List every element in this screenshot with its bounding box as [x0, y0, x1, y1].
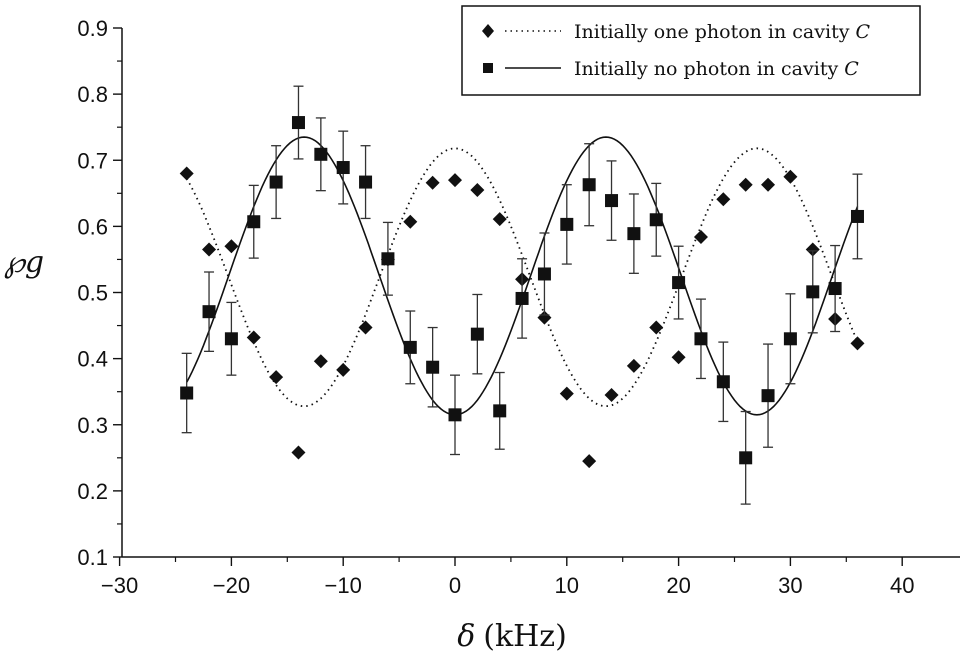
legend-box — [461, 5, 921, 96]
diamond-point — [671, 350, 686, 365]
diamond-point — [448, 173, 462, 188]
x-tick-label: −20 — [213, 573, 250, 598]
y-tick-label: 0.6 — [77, 214, 108, 239]
diamond-point — [470, 183, 485, 198]
diamond-point — [492, 212, 507, 227]
y-axis-label: ℘g — [4, 245, 44, 280]
square-point — [716, 375, 730, 389]
y-tick-label: 0.2 — [77, 479, 108, 504]
square-point — [828, 282, 842, 296]
square-point — [426, 360, 440, 374]
y-tick-label: 0.8 — [77, 82, 108, 107]
diamond-point — [336, 362, 351, 377]
y-tick-label: 0.5 — [77, 281, 108, 306]
square-point — [202, 305, 216, 319]
square-point — [560, 217, 574, 231]
legend-entry-no-photon: Initially no photon in cavity C — [483, 58, 859, 80]
diamond-point — [313, 354, 328, 369]
diamond-point — [604, 387, 619, 402]
diamond-point — [738, 177, 753, 192]
diamond-point — [269, 370, 284, 385]
diamond-point — [626, 358, 641, 373]
x-tick-label: 20 — [666, 573, 690, 598]
diamond-point — [202, 242, 217, 257]
square-point — [627, 227, 641, 241]
square-point — [180, 386, 194, 400]
y-tick-label: 0.3 — [77, 413, 108, 438]
square-point — [694, 332, 708, 346]
square-point — [605, 194, 619, 208]
square-point — [783, 332, 797, 346]
square-point — [739, 451, 753, 465]
y-tick-label: 0.7 — [77, 148, 108, 173]
square-point — [649, 213, 663, 227]
square-point — [247, 215, 261, 229]
square-point — [448, 408, 462, 422]
diamond-point — [716, 192, 731, 207]
square-point — [672, 276, 686, 290]
y-tick-label: 0.9 — [77, 16, 108, 41]
square-point — [806, 285, 820, 299]
diamond-point — [224, 239, 239, 254]
square-point — [314, 147, 328, 161]
square-point — [381, 252, 395, 266]
axes: −30 −20 −10 0 10 20 30 40 0.1 0.2 0.3 0.4 0.5 0.6 0.7 0… — [77, 16, 960, 598]
square-point — [761, 389, 775, 403]
square-point — [336, 161, 350, 175]
square-point — [359, 175, 373, 189]
y-tick-label: 0.4 — [77, 347, 108, 372]
diamond-point — [537, 310, 552, 325]
data-markers — [179, 85, 865, 505]
legend-entry-one-photon: Initially one photon in cavity C — [482, 21, 870, 43]
square-point — [291, 116, 305, 130]
square-point — [470, 327, 484, 341]
diamond-point — [805, 242, 820, 257]
x-tick-label: −10 — [325, 573, 362, 598]
square-point — [493, 404, 507, 418]
diamond-point — [850, 336, 865, 351]
legend: Initially one photon in cavity C Initial… — [461, 5, 921, 96]
x-tick-label: 40 — [890, 573, 914, 598]
square-point — [582, 178, 596, 192]
diamond-point — [246, 330, 261, 345]
x-tick-label: 30 — [778, 573, 802, 598]
x-tick-label: −30 — [101, 573, 138, 598]
diamond-point — [425, 175, 440, 190]
legend-diamond-marker — [482, 24, 494, 38]
diamond-point — [693, 229, 708, 244]
diamond-point — [649, 320, 664, 335]
diamond-point — [783, 169, 798, 184]
diamond-point — [179, 166, 194, 181]
diamond-point — [582, 454, 597, 469]
square-point — [537, 267, 551, 281]
legend-label-one-photon: Initially one photon in cavity C — [574, 21, 870, 43]
square-point — [224, 332, 238, 346]
square-point — [850, 209, 864, 223]
diamond-point — [358, 320, 373, 335]
y-tick-label: 0.1 — [77, 545, 108, 570]
diamond-point — [403, 214, 418, 229]
diamond-point — [291, 445, 306, 460]
diamond-point — [559, 386, 574, 401]
legend-square-marker — [483, 63, 493, 73]
legend-label-no-photon: Initially no photon in cavity C — [574, 58, 859, 80]
diamond-point — [761, 177, 776, 192]
x-tick-label: 10 — [555, 573, 579, 598]
square-point — [515, 291, 529, 305]
square-point — [403, 340, 417, 354]
x-tick-label: 0 — [449, 573, 461, 598]
x-axis-label: δ (kHz) — [457, 619, 567, 654]
square-point — [269, 175, 283, 189]
